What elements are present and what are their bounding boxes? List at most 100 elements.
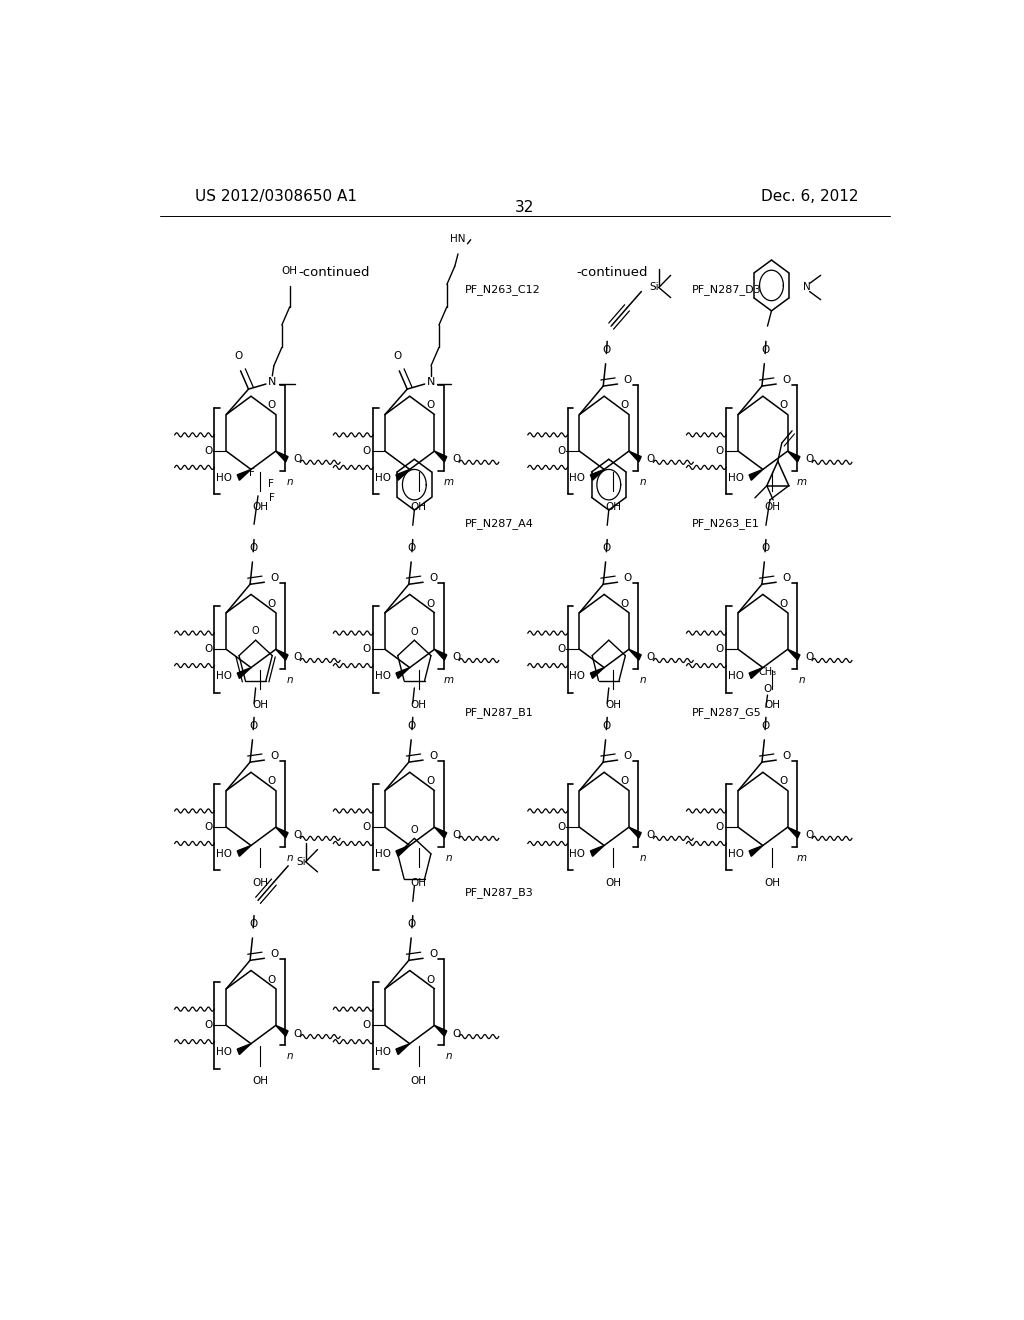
Text: O: O <box>621 776 629 787</box>
Text: PF_N287_B1: PF_N287_B1 <box>465 708 535 718</box>
Text: O: O <box>411 825 418 836</box>
Text: O: O <box>779 598 787 609</box>
Text: PF_N263_C12: PF_N263_C12 <box>465 284 541 294</box>
Text: O: O <box>782 573 791 583</box>
Text: O: O <box>249 919 257 929</box>
Text: HO: HO <box>569 849 585 858</box>
Text: m: m <box>443 477 454 487</box>
Text: O: O <box>452 830 460 841</box>
Text: O: O <box>557 446 565 457</box>
Text: OH: OH <box>605 700 622 710</box>
Polygon shape <box>238 668 251 678</box>
Text: O: O <box>602 721 610 731</box>
Text: HO: HO <box>375 1047 391 1057</box>
Text: n: n <box>445 1051 452 1061</box>
Polygon shape <box>750 846 763 857</box>
Text: F: F <box>249 469 255 478</box>
Polygon shape <box>787 649 800 660</box>
Text: O: O <box>408 543 416 553</box>
Text: O: O <box>452 454 460 465</box>
Text: O: O <box>393 351 401 360</box>
Text: O: O <box>267 400 275 411</box>
Polygon shape <box>629 649 641 660</box>
Text: HO: HO <box>728 671 743 681</box>
Text: O: O <box>716 644 724 655</box>
Text: O: O <box>362 822 371 832</box>
Text: n: n <box>287 1051 293 1061</box>
Text: O: O <box>270 751 279 762</box>
Text: HO: HO <box>728 849 743 858</box>
Text: n: n <box>445 853 452 863</box>
Text: m: m <box>443 675 454 685</box>
Text: O: O <box>411 627 418 638</box>
Text: PF_N287_G5: PF_N287_G5 <box>691 708 761 718</box>
Text: -continued: -continued <box>299 265 370 279</box>
Text: Si: Si <box>296 857 306 867</box>
Text: O: O <box>249 721 257 731</box>
Polygon shape <box>434 1026 446 1036</box>
Text: O: O <box>204 446 212 457</box>
Text: O: O <box>805 652 813 663</box>
Text: HO: HO <box>216 1047 232 1057</box>
Text: O: O <box>761 543 769 553</box>
Text: O: O <box>782 375 791 385</box>
Text: O: O <box>204 644 212 655</box>
Text: O: O <box>779 400 787 411</box>
Polygon shape <box>787 828 800 838</box>
Text: HO: HO <box>569 671 585 681</box>
Polygon shape <box>396 668 410 678</box>
Polygon shape <box>591 470 604 480</box>
Text: O: O <box>621 598 629 609</box>
Polygon shape <box>275 828 288 838</box>
Polygon shape <box>275 649 288 660</box>
Text: OH: OH <box>411 878 427 888</box>
Text: HO: HO <box>375 849 391 858</box>
Text: O: O <box>293 830 301 841</box>
Text: m: m <box>797 853 807 863</box>
Text: O: O <box>805 830 813 841</box>
Text: OH: OH <box>411 502 427 512</box>
Text: O: O <box>426 598 434 609</box>
Text: O: O <box>621 400 629 411</box>
Text: US 2012/0308650 A1: US 2012/0308650 A1 <box>196 189 357 203</box>
Text: O: O <box>429 751 437 762</box>
Text: O: O <box>362 644 371 655</box>
Text: O: O <box>716 446 724 457</box>
Text: OH: OH <box>605 502 622 512</box>
Text: O: O <box>782 751 791 762</box>
Text: F: F <box>267 479 273 488</box>
Text: PF_N287_B3: PF_N287_B3 <box>465 887 535 898</box>
Polygon shape <box>629 451 641 462</box>
Text: n: n <box>287 675 293 685</box>
Polygon shape <box>434 451 446 462</box>
Text: O: O <box>426 400 434 411</box>
Text: Si: Si <box>649 282 658 293</box>
Text: OH: OH <box>764 700 780 710</box>
Polygon shape <box>787 451 800 462</box>
Text: PF_N287_A4: PF_N287_A4 <box>465 517 535 529</box>
Text: O: O <box>624 573 632 583</box>
Text: N: N <box>803 282 811 293</box>
Text: O: O <box>646 830 654 841</box>
Text: F: F <box>269 492 275 503</box>
Polygon shape <box>275 1026 288 1036</box>
Text: N: N <box>268 378 276 387</box>
Polygon shape <box>591 846 604 857</box>
Text: O: O <box>716 822 724 832</box>
Text: OH: OH <box>252 878 268 888</box>
Text: N: N <box>427 378 435 387</box>
Text: O: O <box>426 974 434 985</box>
Text: OH: OH <box>764 502 780 512</box>
Text: O: O <box>293 1028 301 1039</box>
Text: O: O <box>408 721 416 731</box>
Text: n: n <box>640 675 646 685</box>
Text: HO: HO <box>569 473 585 483</box>
Text: OH: OH <box>252 1076 268 1086</box>
Text: O: O <box>624 375 632 385</box>
Text: HO: HO <box>216 671 232 681</box>
Text: O: O <box>362 446 371 457</box>
Text: n: n <box>287 477 293 487</box>
Text: 32: 32 <box>515 199 535 215</box>
Text: O: O <box>234 351 243 360</box>
Text: OH: OH <box>764 878 780 888</box>
